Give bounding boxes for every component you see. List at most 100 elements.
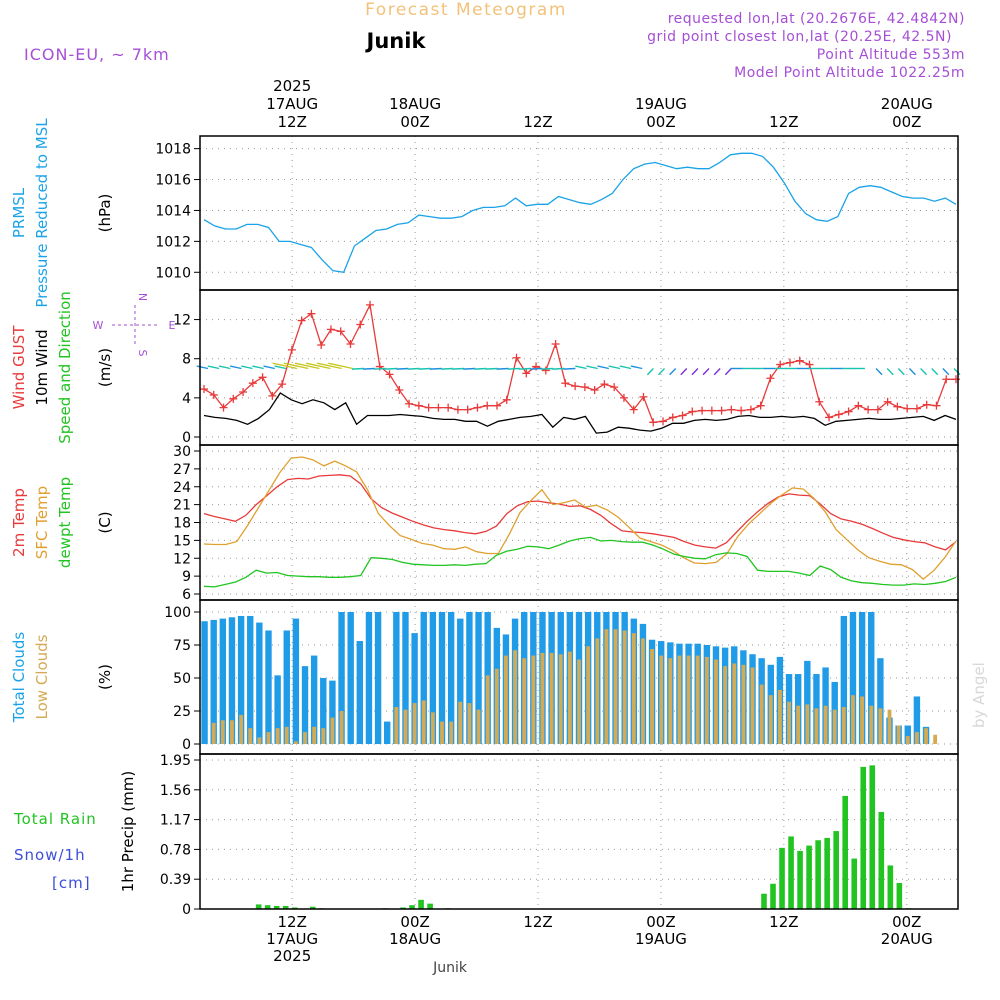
gust-marker <box>317 341 326 350</box>
low-bar <box>403 709 408 744</box>
gust-marker <box>649 418 658 427</box>
low-bar <box>549 652 554 744</box>
total-bar <box>402 612 409 744</box>
model-point-altitude: Model Point Altitude 1022.25m <box>734 65 965 81</box>
rain-bar <box>896 883 903 909</box>
gust-marker <box>717 406 726 415</box>
y-tick-label: 1010 <box>155 265 191 281</box>
top-time-label: 12Z <box>278 113 307 131</box>
low-bar <box>787 701 791 744</box>
gust-marker <box>698 406 707 415</box>
total-bar <box>228 617 236 744</box>
wind-arrow <box>886 368 894 376</box>
gust-marker <box>659 417 668 426</box>
y-tick-label: 25 <box>173 704 191 720</box>
side-label: Low Clouds <box>33 634 51 719</box>
low-bar <box>841 707 846 744</box>
total-bar <box>466 612 473 744</box>
gust-marker <box>932 401 941 410</box>
gust-marker <box>873 405 882 414</box>
gust-marker <box>502 395 511 404</box>
rain-bar <box>788 836 794 909</box>
low-bar <box>595 638 600 744</box>
app-title: Forecast Meteogram <box>365 0 567 20</box>
top-time-label: 17AUG <box>266 95 318 113</box>
wind-arrow <box>272 362 298 370</box>
rain-bar <box>779 847 785 909</box>
y-tick-label: 1.56 <box>160 783 191 799</box>
low-bar <box>741 664 746 744</box>
location-title: Junik <box>365 29 427 53</box>
panels: 1010 1012 1014 1016 1018 (hPa) PRMSL Pressure R… <box>10 118 961 918</box>
rain-bar <box>797 850 803 909</box>
low-bar <box>230 720 234 744</box>
rain-bar <box>860 766 867 909</box>
top-time-label: 18AUG <box>389 95 441 113</box>
low-bar <box>878 708 883 744</box>
y-axis-label: (hPa) <box>96 194 114 233</box>
gust-marker <box>356 320 365 329</box>
low-bar <box>458 701 463 744</box>
top-time-label: 00Z <box>892 113 921 131</box>
bottom-time-label: 12Z <box>278 913 307 931</box>
gust-marker <box>619 393 628 402</box>
total-bar <box>840 615 848 744</box>
y-axis-label: (m/s) <box>96 348 114 387</box>
y-tick-label: 75 <box>173 638 191 654</box>
y-tick-label: 8 <box>182 352 191 368</box>
y-tick-label: 0.78 <box>160 842 191 858</box>
gust-marker <box>405 399 414 408</box>
low-bar <box>677 655 682 744</box>
low-bar <box>704 656 709 744</box>
gust-marker <box>444 403 453 412</box>
gust-marker <box>424 403 433 412</box>
gust-marker <box>229 394 238 403</box>
low-bar <box>933 734 938 744</box>
low-bar <box>239 714 244 744</box>
gust-marker <box>805 360 814 369</box>
total-bar <box>475 612 482 744</box>
low-bar <box>586 646 591 744</box>
total-bar <box>374 612 382 744</box>
rain-bar <box>878 811 885 909</box>
low-bar <box>394 707 399 744</box>
panel-3: 0 25 50 75 100 (%) Total Clouds Low Clouds <box>10 599 959 755</box>
gust-marker <box>492 401 501 410</box>
gust-line <box>203 302 956 423</box>
wind-arrow <box>541 367 554 370</box>
low-bar <box>211 722 216 744</box>
gust-marker <box>668 413 677 422</box>
wind-arrow <box>283 362 309 370</box>
gust-marker <box>844 407 853 416</box>
low-bar <box>723 666 728 744</box>
total-bar <box>329 680 336 744</box>
gust-marker <box>200 385 208 394</box>
low-bar <box>449 721 454 744</box>
gust-marker <box>561 379 570 388</box>
low-bar <box>641 638 645 744</box>
low-bar <box>914 732 919 744</box>
gust-marker <box>785 358 794 367</box>
wind-arrow <box>702 368 710 376</box>
wind-arrow <box>680 368 688 376</box>
total-bar <box>420 612 427 744</box>
bottom-time-label: 12Z <box>769 913 798 931</box>
gust-marker <box>629 405 638 414</box>
wind-arrow <box>724 368 732 376</box>
bottom-time-label: 19AUG <box>635 930 687 948</box>
wind-arrow <box>274 365 287 370</box>
low-bar <box>303 732 307 744</box>
wind-arrow <box>875 368 883 376</box>
top-time-label: 00Z <box>646 113 675 131</box>
low-bar <box>814 708 819 744</box>
wind-arrow <box>908 368 916 376</box>
wind-arrow <box>507 367 520 370</box>
gust-marker <box>639 392 648 401</box>
panel-1: 0 4 8 12 (m/s) Wind GUST 10m Wind Speed and Dir… <box>10 289 961 446</box>
low-bar <box>540 652 545 744</box>
wind-arrow <box>263 365 275 370</box>
low-bar <box>248 728 253 744</box>
gust-marker <box>942 375 951 384</box>
rain-bar <box>427 903 433 909</box>
